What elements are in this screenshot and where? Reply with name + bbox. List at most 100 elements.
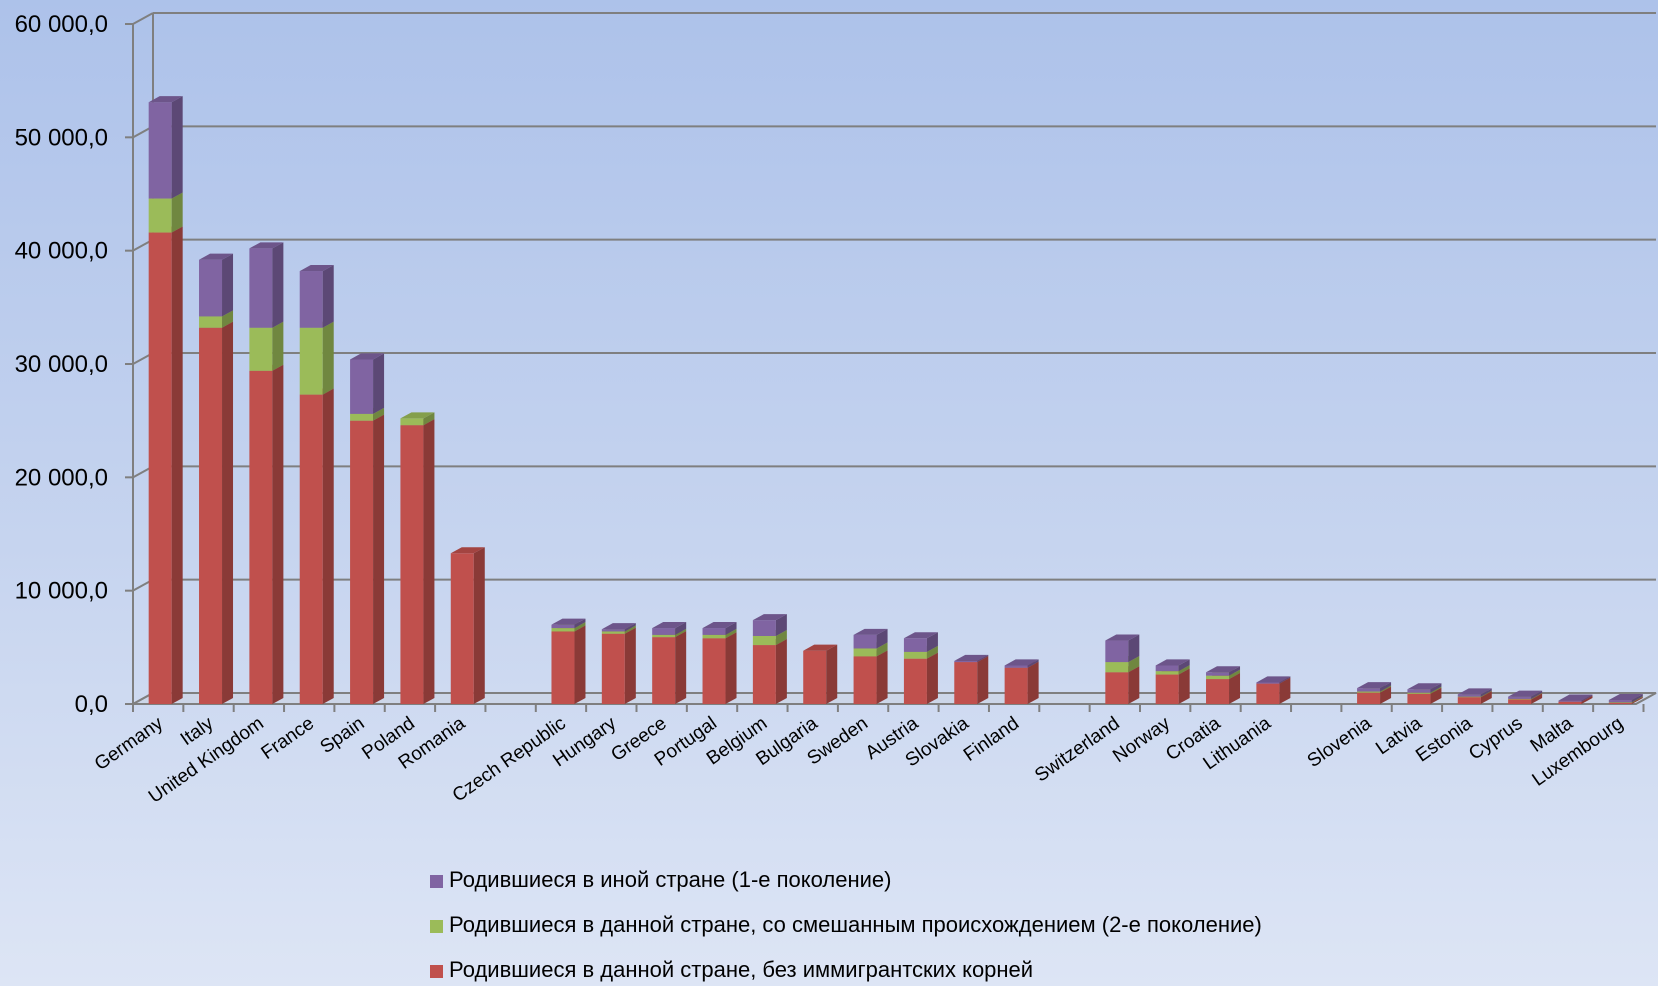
bar-segment — [853, 650, 888, 704]
bar-side — [373, 414, 385, 704]
legend-label: Родившиеся в данной стране, со смешанным… — [449, 912, 1262, 937]
bar-segment — [299, 265, 334, 328]
bar-segment — [803, 644, 838, 704]
bar-front — [752, 636, 776, 646]
bar-segment — [1407, 683, 1442, 693]
bar-side — [473, 547, 485, 704]
x-tick-label: Germany — [91, 713, 167, 775]
bar-segment — [1206, 666, 1241, 676]
bar-side — [876, 628, 888, 649]
bar-top — [450, 547, 485, 554]
bar-side — [725, 632, 737, 704]
bar-front — [551, 631, 575, 704]
bar-side — [1380, 682, 1392, 692]
bar-side — [675, 628, 687, 638]
bar-top — [1608, 693, 1643, 701]
y-tick-label: 20 000,0 — [15, 464, 108, 491]
bar-front — [551, 624, 575, 629]
bar-segment — [652, 631, 687, 704]
bar-segment — [1004, 661, 1039, 704]
bar-segment — [853, 628, 888, 649]
bar-side — [322, 388, 334, 704]
bar-segment — [249, 321, 284, 371]
bar-side — [574, 622, 586, 632]
bar-segment — [249, 242, 284, 328]
x-tick-label: Estonia — [1412, 713, 1476, 767]
bar-front — [853, 634, 877, 649]
bar-segment — [350, 353, 385, 414]
bar-side — [624, 627, 636, 704]
bar-segment — [551, 625, 586, 704]
gridline-depth — [132, 12, 154, 25]
legend-label: Родившиеся в данной стране, без иммигран… — [449, 957, 1033, 982]
bar-segment — [148, 96, 183, 199]
bar-top — [1206, 666, 1241, 673]
bar-segment — [299, 321, 334, 395]
bar-side — [775, 639, 787, 704]
bar-segment — [249, 364, 284, 704]
bar-front — [551, 628, 575, 632]
bar-side — [1178, 668, 1190, 704]
bar-segment — [702, 622, 737, 635]
bar-segment — [1105, 634, 1140, 663]
bar-top — [249, 242, 284, 249]
x-tick-label: Slovenia — [1304, 713, 1376, 772]
bar-top — [601, 623, 636, 630]
bar-segment — [954, 656, 989, 704]
bar-side — [171, 96, 183, 199]
bar-side — [624, 623, 636, 632]
bar-side — [725, 628, 737, 639]
x-tick-label: Czech Republic — [449, 713, 570, 807]
bar-front — [803, 650, 827, 704]
bar-front — [652, 628, 676, 635]
bar-side — [1480, 690, 1492, 698]
bar-side — [1531, 690, 1543, 699]
bar-top — [148, 96, 183, 103]
bar-top — [803, 644, 838, 651]
bar-segment — [199, 253, 234, 317]
bar-side — [1480, 688, 1492, 697]
bar-front — [1206, 672, 1230, 676]
bar-top — [199, 253, 234, 260]
bar-front — [199, 259, 223, 317]
bar-top — [1004, 659, 1039, 666]
bar-front — [1105, 662, 1129, 673]
bar-front — [199, 316, 223, 328]
y-tick-labels: 0,0 10 000,0 20 000,0 30 000,0 40 000,0 50 00… — [15, 11, 108, 718]
bar-segment — [903, 652, 938, 704]
bar-side — [272, 242, 284, 328]
bar-segment — [652, 622, 687, 635]
bar-top — [1457, 688, 1492, 695]
bar-side — [1430, 686, 1442, 694]
bar-top — [752, 614, 787, 621]
bar-front — [1608, 700, 1632, 703]
bar-side — [1531, 693, 1543, 704]
bar-front — [1004, 665, 1028, 668]
bar-side — [1279, 677, 1291, 704]
bar-front — [450, 553, 474, 704]
bar-front — [1608, 702, 1632, 703]
bar-front — [1004, 667, 1028, 704]
bar-front — [1256, 682, 1280, 684]
bar-front — [1558, 701, 1582, 704]
bar-front — [1357, 691, 1381, 693]
bar-top — [1155, 659, 1190, 666]
bar-side — [1128, 656, 1140, 673]
bar-side — [977, 654, 989, 663]
bar-front — [1105, 640, 1129, 663]
bar-segment — [1508, 690, 1543, 699]
legend-label: Родившиеся в иной стране (1-е поколение) — [449, 867, 891, 892]
y-tick-label: 10 000,0 — [15, 578, 108, 605]
bar-side — [1128, 634, 1140, 663]
bar-side — [1531, 692, 1543, 700]
bar-side — [373, 407, 385, 421]
bar-front — [299, 271, 323, 328]
bar-segment — [954, 654, 989, 663]
bar-front — [903, 651, 927, 659]
bar-front — [148, 232, 172, 705]
bar-segment — [400, 412, 435, 426]
bar-front — [752, 620, 776, 636]
bar-top — [1256, 676, 1291, 683]
bar-top — [350, 353, 385, 360]
bar-top — [1558, 694, 1593, 701]
